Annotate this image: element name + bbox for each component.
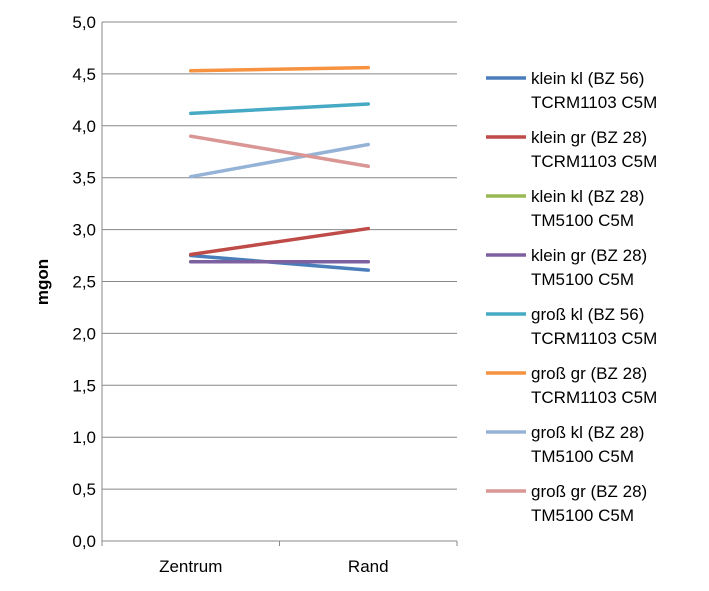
y-tick-label: 5,0 (72, 13, 96, 32)
series-line (189, 142, 370, 179)
series-line (189, 134, 370, 169)
y-tick-label: 4,5 (72, 65, 96, 84)
y-tick-label: 3,0 (72, 221, 96, 240)
gridlines (102, 21, 457, 490)
legend-label: klein gr (BZ 28) TCRM1103 C5M (531, 128, 657, 171)
legend-label: groß gr (BZ 28) TM5100 C5M (531, 482, 647, 525)
x-axis-ticks: Zentrum Rand (159, 557, 388, 576)
x-tick-label: Rand (348, 557, 389, 576)
series-line (189, 65, 370, 73)
y-tick-label: 0,0 (72, 532, 96, 551)
series-lines (189, 65, 370, 272)
axes (101, 22, 458, 546)
series-line (189, 102, 370, 116)
legend: klein kl (BZ 56) TCRM1103 C5M klein gr (BZ… (486, 69, 657, 525)
legend-label: groß kl (BZ 56) TCRM1103 C5M (531, 305, 657, 348)
legend-label: klein kl (BZ 56) TCRM1103 C5M (531, 69, 657, 112)
legend-label: groß gr (BZ 28) TCRM1103 C5M (531, 364, 657, 407)
legend-label: groß kl (BZ 28) TM5100 C5M (531, 423, 644, 466)
legend-label: klein kl (BZ 28) TM5100 C5M (531, 187, 644, 230)
y-tick-label: 2,0 (72, 324, 96, 343)
y-tick-label: 0,5 (72, 480, 96, 499)
y-tick-label: 1,5 (72, 376, 96, 395)
y-tick-label: 1,0 (72, 428, 96, 447)
x-tick-label: Zentrum (159, 557, 222, 576)
legend-label: klein gr (BZ 28) TM5100 C5M (531, 246, 647, 289)
y-axis-label: mgon (33, 259, 52, 305)
series-line (189, 226, 370, 257)
y-tick-label: 4,0 (72, 117, 96, 136)
y-axis-ticks: 0,0 0,5 1,0 1,5 2,0 2,5 3,0 3,5 4,0 4,5 5,0 (72, 13, 96, 551)
y-tick-label: 3,5 (72, 169, 96, 188)
y-tick-label: 2,5 (72, 273, 96, 292)
